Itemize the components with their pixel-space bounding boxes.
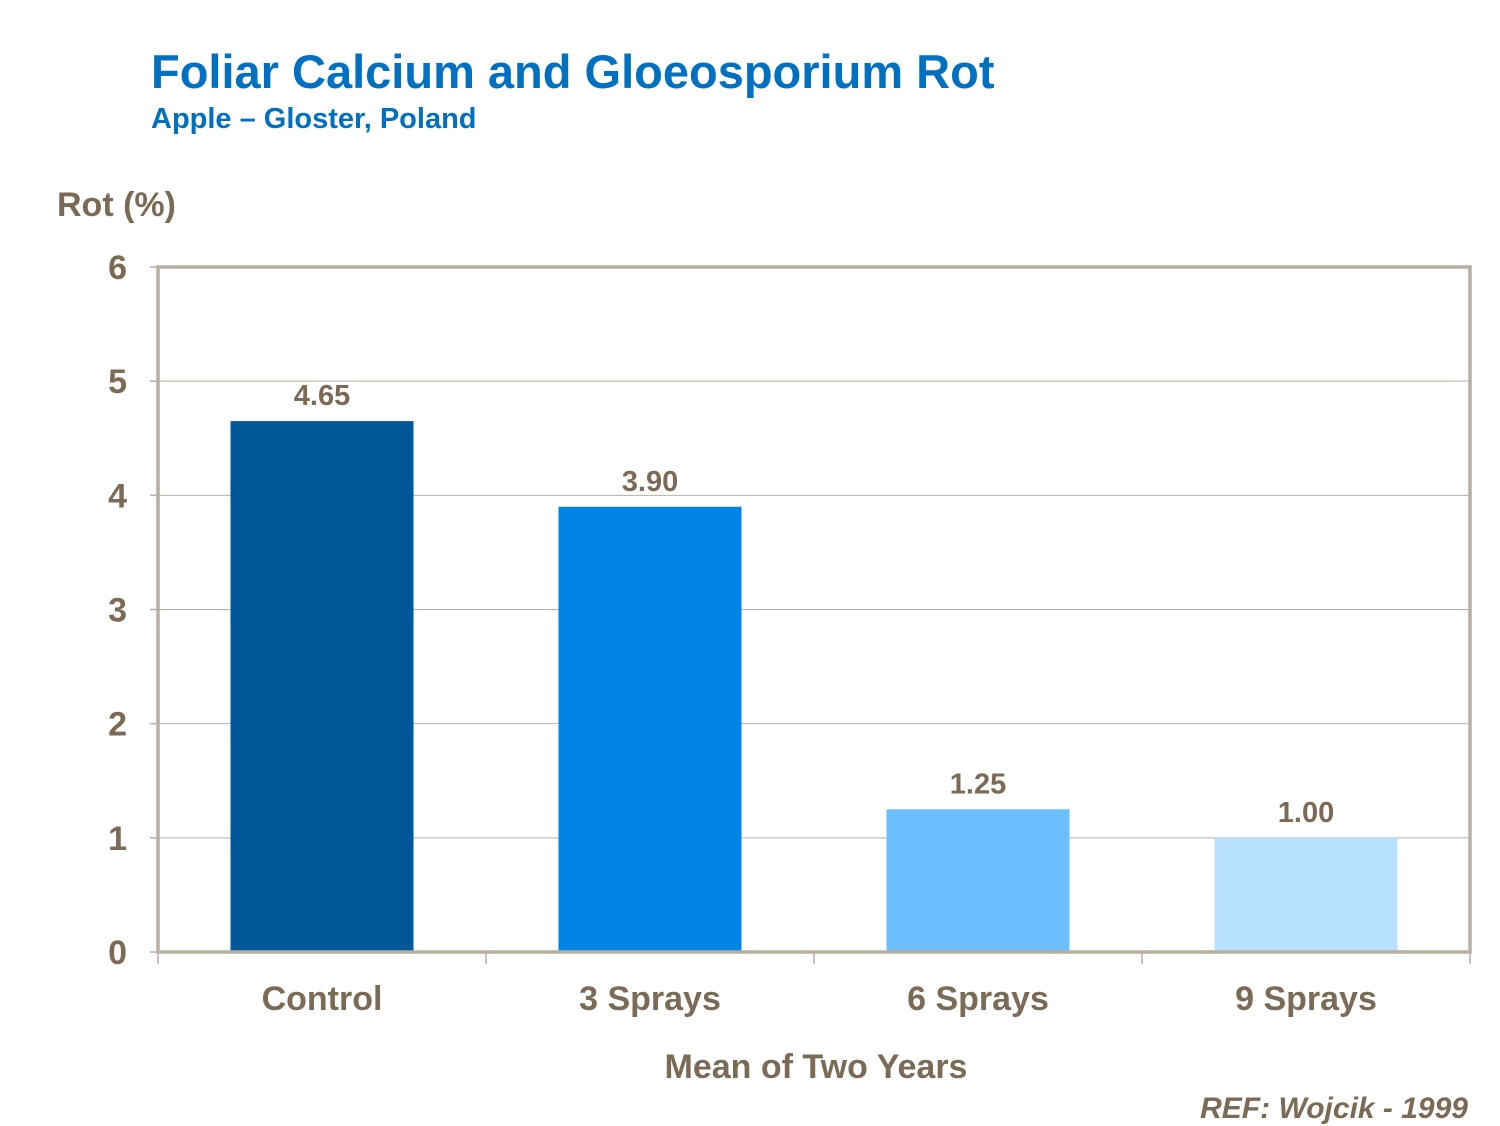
bar-3-sprays	[558, 506, 742, 952]
chart-subtitle: Apple – Gloster, Poland	[151, 103, 477, 135]
x-axis-label: Mean of Two Years	[665, 1048, 968, 1086]
bar-9-sprays	[1214, 837, 1398, 952]
chart-title: Foliar Calcium and Gloeosporium Rot	[151, 45, 995, 98]
x-tick-label: 3 Sprays	[579, 980, 721, 1018]
plot-frame	[156, 265, 1472, 954]
x-tick-label: 6 Sprays	[907, 980, 1049, 1018]
data-label: 4.65	[294, 380, 350, 412]
y-tick-label: 6	[108, 249, 127, 287]
y-tick-label: 2	[108, 706, 127, 744]
x-tick-label: 9 Sprays	[1235, 980, 1377, 1018]
y-axis-label: Rot (%)	[57, 186, 176, 224]
y-tick-label: 5	[108, 363, 127, 401]
data-label: 1.00	[1278, 797, 1334, 829]
y-tick-label: 4	[108, 477, 127, 515]
y-tick-label: 0	[108, 934, 127, 972]
reference-note: REF: Wojcik - 1999	[1200, 1092, 1468, 1125]
bar-control	[230, 421, 414, 952]
data-label: 1.25	[950, 768, 1006, 800]
bar-6-sprays	[886, 809, 1070, 952]
y-tick-label: 1	[108, 820, 127, 858]
x-tick-label: Control	[262, 980, 383, 1018]
y-tick-label: 3	[108, 592, 127, 630]
data-label: 3.90	[622, 466, 678, 498]
